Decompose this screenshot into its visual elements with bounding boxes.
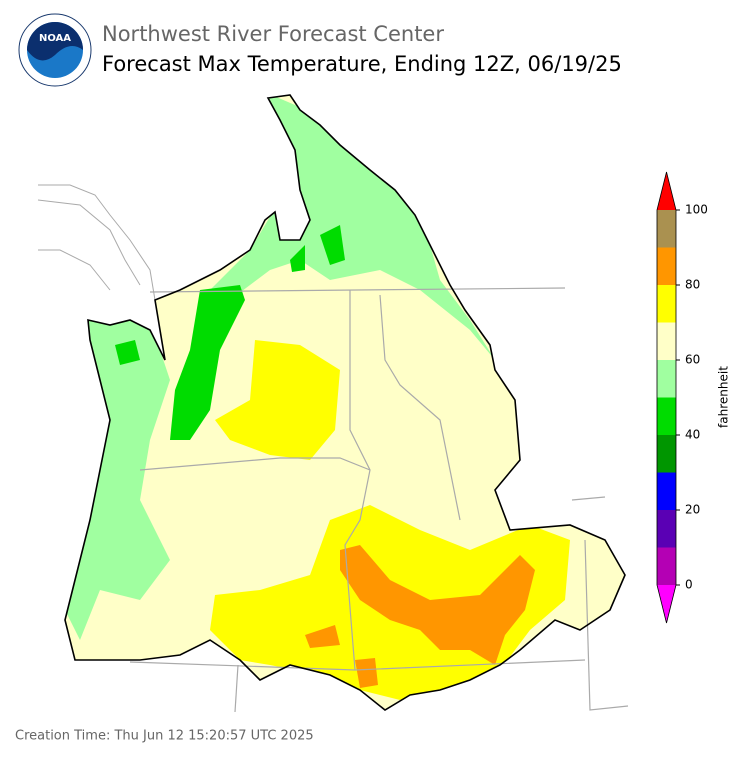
colorbar-segment: [657, 510, 676, 548]
colorbar-under: [657, 585, 676, 623]
colorbar-segment: [657, 322, 676, 360]
map-title: Forecast Max Temperature, Ending 12Z, 06…: [102, 52, 622, 76]
colorbar-tick-label: 80: [685, 278, 700, 292]
colorbar-segment: [657, 247, 676, 285]
colorbar-tick-label: 60: [685, 353, 700, 367]
colorbar-tick-label: 0: [685, 578, 693, 592]
colorbar-label: fahrenheit: [717, 366, 731, 428]
logo-text: NOAA: [39, 33, 71, 44]
colorbar-segment: [657, 210, 676, 248]
colorbar-tick-label: 40: [685, 428, 700, 442]
org-name: Northwest River Forecast Center: [102, 22, 444, 46]
colorbar: 0 20 40 60 80 100: [656, 171, 708, 624]
coastline-context: [37, 184, 156, 301]
logo: NOAA: [18, 13, 92, 87]
colorbar-segment: [657, 547, 676, 585]
state-borders: [129, 287, 629, 713]
colorbar-segment: [657, 360, 676, 398]
colorbar-segment: [657, 397, 676, 435]
creation-time: Creation Time: Thu Jun 12 15:20:57 UTC 2…: [15, 729, 314, 744]
colorbar-tick-label: 100: [685, 203, 708, 217]
colorbar-over: [657, 172, 676, 210]
colorbar-segment: [657, 472, 676, 510]
colorbar-segment: [657, 435, 676, 473]
colorbar-tick-label: 20: [685, 503, 700, 517]
colorbar-segment: [657, 285, 676, 323]
